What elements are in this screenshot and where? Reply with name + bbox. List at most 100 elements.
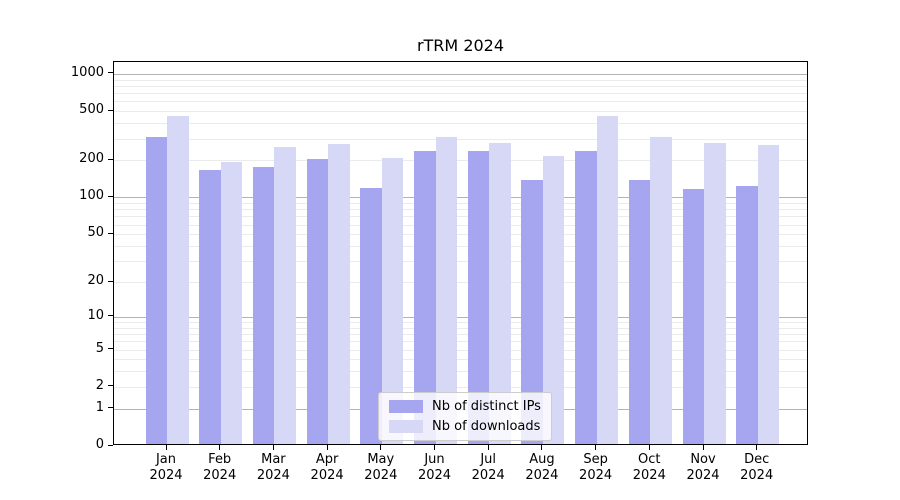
gridline-70 [114, 216, 807, 218]
x-tick-year: 2024 [525, 468, 559, 483]
legend-item-downloads: Nb of downloads [389, 419, 541, 434]
y-tick-mark-20 [108, 280, 113, 282]
y-tick-label-1000: 1000 [70, 64, 104, 80]
gridline-5 [114, 349, 807, 351]
x-tick-mark-jul [487, 445, 489, 450]
legend: Nb of distinct IPs Nb of downloads [378, 392, 552, 441]
bar-nb-of-distinct-ips-jan [145, 137, 167, 444]
x-tick-month: Dec [744, 452, 770, 467]
gridline-30 [114, 261, 807, 263]
gridline-40 [114, 246, 807, 247]
x-tick-month: Jul [480, 452, 497, 467]
x-tick-month: Jun [424, 452, 445, 467]
gridline-6 [114, 341, 807, 343]
x-tick-label-feb: Feb 2024 [188, 452, 252, 484]
gridline-20 [114, 282, 807, 284]
y-tick-mark-5 [108, 348, 113, 349]
x-tick-label-jul: Jul 2024 [456, 452, 520, 484]
x-tick-year: 2024 [364, 468, 398, 483]
legend-label-downloads: Nb of downloads [432, 419, 541, 434]
y-tick-mark-2 [108, 385, 113, 387]
gridline-1000 [114, 73, 807, 75]
y-tick-mark-100 [108, 195, 113, 197]
gridline-400 [114, 123, 807, 125]
y-tick-label-5: 5 [95, 340, 104, 356]
legend-label-distinct-ips: Nb of distinct IPs [432, 399, 541, 414]
bar-nb-of-distinct-ips-aug [521, 179, 543, 444]
x-tick-year: 2024 [310, 468, 344, 483]
bar-nb-of-distinct-ips-apr [306, 158, 329, 444]
y-tick-label-50: 50 [87, 225, 104, 241]
x-tick-mark-apr [326, 445, 328, 450]
bar-nb-of-distinct-ips-nov [682, 188, 704, 444]
bar-nb-of-downloads-dec [757, 144, 780, 444]
gridline-100 [114, 197, 807, 199]
x-tick-year: 2024 [579, 468, 613, 483]
x-tick-month: Oct [638, 452, 661, 467]
x-tick-mark-aug [541, 445, 543, 450]
y-tick-label-20: 20 [87, 273, 104, 289]
gridline-2 [114, 386, 807, 388]
x-tick-label-nov: Nov 2024 [671, 452, 735, 484]
bar-nb-of-downloads-jan [167, 115, 189, 444]
x-tick-label-aug: Aug 2024 [510, 452, 574, 484]
chart-title: rTRM 2024 [416, 36, 505, 55]
legend-swatch-distinct-ips-icon [389, 400, 423, 413]
x-tick-mark-mar [272, 445, 274, 450]
y-tick-mark-0 [108, 444, 113, 446]
gridline-200 [114, 160, 807, 162]
gridline-80 [114, 209, 807, 211]
x-tick-label-may: May 2024 [349, 452, 413, 484]
x-tick-year: 2024 [256, 468, 290, 483]
x-tick-label-oct: Oct 2024 [617, 452, 681, 484]
x-tick-year: 2024 [632, 468, 666, 483]
bar-nb-of-distinct-ips-feb [199, 169, 221, 444]
bar-nb-of-downloads-sep [596, 116, 619, 444]
x-tick-year: 2024 [417, 468, 452, 483]
bar-nb-of-distinct-ips-oct [628, 179, 651, 444]
gridline-700 [114, 93, 807, 95]
bar-nb-of-downloads-oct [650, 137, 672, 444]
x-tick-label-dec: Dec 2024 [725, 452, 789, 484]
legend-item-distinct-ips: Nb of distinct IPs [389, 399, 541, 414]
gridline-9 [114, 322, 807, 323]
x-tick-mark-may [380, 445, 382, 450]
y-tick-mark-10 [108, 315, 113, 317]
x-tick-year: 2024 [740, 468, 774, 483]
bar-nb-of-downloads-jun [435, 136, 457, 444]
bar-nb-of-downloads-apr [328, 143, 350, 444]
y-tick-label-500: 500 [79, 102, 104, 118]
bar-nb-of-downloads-nov [704, 142, 726, 444]
gridline-90 [114, 203, 807, 205]
x-tick-year: 2024 [203, 468, 237, 483]
bar-nb-of-distinct-ips-jun [414, 150, 436, 444]
x-tick-mark-dec [756, 445, 758, 450]
bar-nb-of-distinct-ips-dec [736, 185, 758, 444]
gridline-600 [114, 101, 807, 103]
gridline-7 [114, 334, 807, 336]
x-tick-month: May [367, 452, 395, 467]
bar-nb-of-downloads-mar [274, 147, 296, 444]
gridline-10 [114, 316, 807, 318]
x-tick-label-jun: Jun 2024 [403, 452, 467, 484]
gridline-4 [114, 359, 807, 361]
x-tick-month: Apr [315, 452, 339, 467]
gridline-300 [114, 138, 807, 140]
y-tick-label-10: 10 [87, 307, 104, 323]
gridline-60 [114, 224, 807, 226]
gridline-50 [114, 234, 807, 236]
plot-area [113, 61, 808, 445]
x-tick-mark-nov [702, 445, 704, 450]
x-tick-month: Aug [529, 452, 555, 467]
legend-swatch-downloads-icon [389, 420, 423, 433]
x-tick-mark-jan [165, 445, 167, 450]
gridline-500 [114, 111, 807, 113]
x-tick-year: 2024 [471, 468, 505, 483]
y-tick-mark-50 [108, 232, 113, 234]
bar-nb-of-downloads-jul [489, 143, 511, 444]
x-tick-label-mar: Mar 2024 [241, 452, 305, 484]
x-tick-month: Nov [690, 452, 716, 467]
y-tick-mark-1000 [108, 72, 113, 74]
y-tick-label-0: 0 [95, 437, 104, 452]
